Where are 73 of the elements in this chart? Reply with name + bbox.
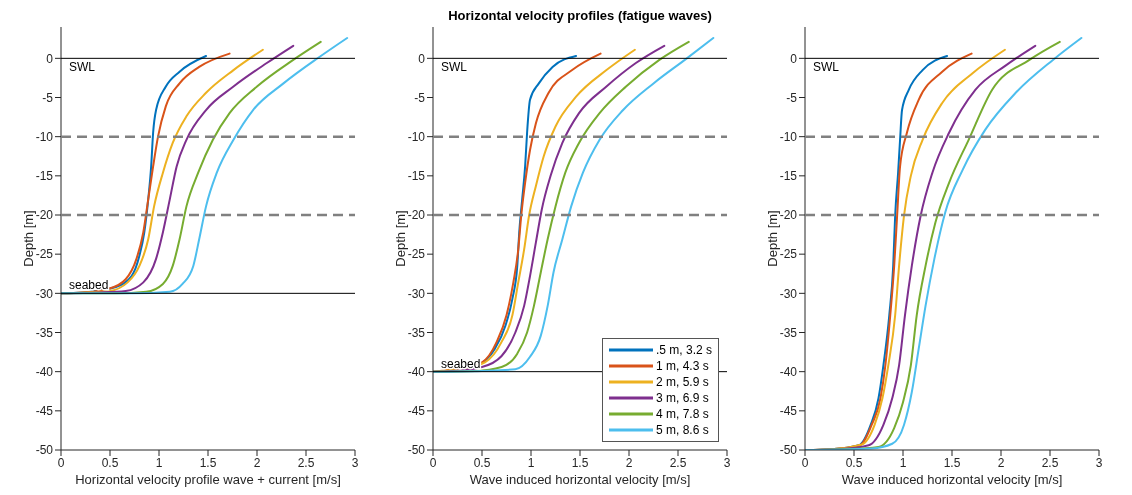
- x-tick-label: 1.5: [943, 455, 961, 470]
- chart-title: Horizontal velocity profiles (fatigue waves): [447, 8, 713, 23]
- x-tick-label: 2: [253, 455, 261, 470]
- ref-line-label: seabed: [69, 278, 109, 293]
- x-tick-label: 0: [57, 455, 65, 470]
- x-tick-label: 2.5: [1041, 455, 1059, 470]
- y-tick-label: -50: [35, 443, 54, 458]
- y-tick-label: -10: [779, 129, 798, 144]
- legend-label: 3 m, 6.9 s: [655, 391, 709, 405]
- x-tick-label: 2.5: [669, 455, 687, 470]
- x-tick-label: 1.5: [571, 455, 589, 470]
- x-tick-label: 0: [429, 455, 437, 470]
- ref-line-label: SWL: [813, 60, 840, 75]
- legend-label: 2 m, 5.9 s: [655, 375, 709, 389]
- y-tick-label: -20: [35, 208, 54, 223]
- y-tick-label: -25: [35, 247, 54, 262]
- y-tick-label: -35: [35, 325, 54, 340]
- y-tick-label: -45: [407, 404, 426, 419]
- x-tick-label: 3: [351, 455, 359, 470]
- y-tick-label: -45: [779, 404, 798, 419]
- y-tick-label: -30: [35, 286, 54, 301]
- legend-label: 1 m, 4.3 s: [655, 359, 709, 373]
- y-tick-label: -50: [407, 443, 426, 458]
- ref-line-label: SWL: [441, 60, 468, 75]
- y-tick-label: -35: [779, 325, 798, 340]
- legend-label: 5 m, 8.6 s: [655, 423, 709, 437]
- x-tick-label: 2: [625, 455, 633, 470]
- y-tick-label: 0: [418, 51, 426, 66]
- y-tick-label: -35: [407, 325, 426, 340]
- y-tick-label: -50: [779, 443, 798, 458]
- y-tick-label: -40: [35, 364, 54, 379]
- y-axis-title: Depth [m]: [392, 210, 408, 267]
- ref-line-label: seabed: [441, 356, 481, 371]
- x-tick-label: 2: [997, 455, 1005, 470]
- legend-label: .5 m, 3.2 s: [655, 343, 712, 357]
- y-tick-label: -20: [407, 208, 426, 223]
- y-tick-label: -20: [779, 208, 798, 223]
- y-tick-label: -25: [779, 247, 798, 262]
- y-tick-label: -5: [42, 90, 54, 105]
- x-axis-title: Wave induced horizontal velocity [m/s]: [841, 472, 1063, 487]
- y-tick-label: -30: [779, 286, 798, 301]
- y-tick-label: -45: [35, 404, 54, 419]
- y-tick-label: 0: [790, 51, 798, 66]
- x-tick-label: 3: [723, 455, 731, 470]
- x-tick-label: 1: [527, 455, 535, 470]
- y-tick-label: -15: [407, 169, 426, 184]
- x-axis-title: Wave induced horizontal velocity [m/s]: [469, 472, 691, 487]
- x-tick-label: 0.5: [473, 455, 491, 470]
- y-axis-title: Depth [m]: [20, 210, 36, 267]
- x-tick-label: 1.5: [199, 455, 217, 470]
- y-tick-label: -25: [407, 247, 426, 262]
- y-tick-label: -15: [35, 169, 54, 184]
- y-tick-label: -40: [779, 364, 798, 379]
- x-axis-title: Horizontal velocity profile wave + current [m/s]: [75, 472, 341, 487]
- y-tick-label: -30: [407, 286, 426, 301]
- ref-line-label: SWL: [69, 60, 96, 75]
- y-tick-label: -5: [786, 90, 798, 105]
- x-tick-label: 2.5: [297, 455, 315, 470]
- y-tick-label: -40: [407, 364, 426, 379]
- y-axis-title: Depth [m]: [764, 210, 780, 267]
- y-tick-label: -5: [414, 90, 426, 105]
- x-tick-label: 0: [801, 455, 809, 470]
- y-tick-label: -10: [407, 129, 426, 144]
- line-series: [433, 52, 602, 373]
- x-tick-label: 3: [1095, 455, 1103, 470]
- x-tick-label: 0.5: [845, 455, 863, 470]
- x-tick-label: 1: [899, 455, 907, 470]
- y-tick-label: -15: [779, 169, 798, 184]
- y-tick-label: -10: [35, 129, 54, 144]
- legend-label: 4 m, 7.8 s: [655, 407, 709, 421]
- x-tick-label: 0.5: [101, 455, 119, 470]
- x-tick-label: 1: [155, 455, 163, 470]
- y-tick-label: 0: [46, 51, 54, 66]
